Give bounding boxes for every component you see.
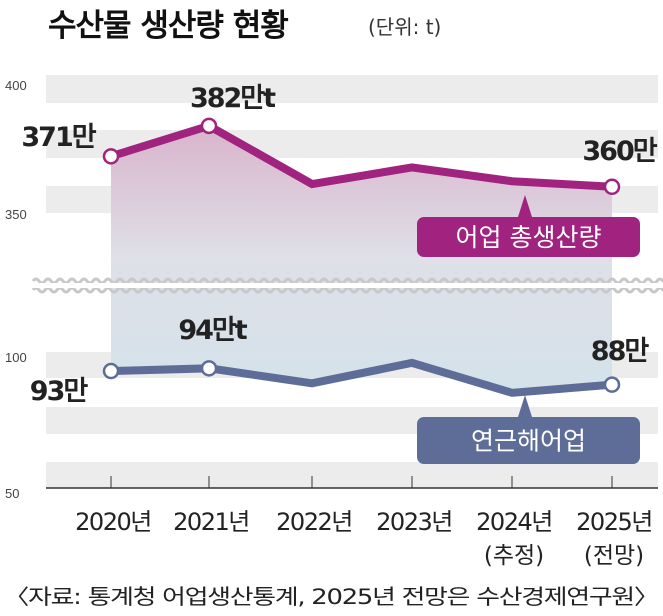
x-tick-label: 2025년 [576,508,652,536]
coastal-fishery-legend-label: 연근해어업 [471,427,586,456]
unit-note: (단위: t) [368,15,441,39]
coastal-fishery-badge [417,417,640,464]
coastal-fishery-point [200,360,218,377]
x-tick-sublabel: (전망) [584,543,644,569]
total-production-point [102,148,120,165]
data-label: 382만t [190,83,276,114]
axis-break-line [31,277,663,285]
data-label: 88만 [591,336,650,367]
total-production-legend-label: 어업 총생산량 [456,223,602,252]
grid-band [46,75,658,103]
x-tick-label: 2024년 [476,508,552,536]
data-label: 93만 [30,376,89,407]
y-tick-label: 50 [5,486,19,501]
total-production-pointer [518,195,532,217]
area-fill [111,125,612,393]
total-production-point [200,117,218,135]
axis-break-gap [33,283,663,288]
coastal-fishery-point [603,376,621,393]
total-production-line [109,121,613,191]
y-tick-label: 400 [5,78,27,93]
grid-band [46,462,658,488]
data-label: 94만t [178,315,247,346]
source-note: 〈자료: 통계청 어업생산통계, 2025년 전망은 수산경제연구원〉 [4,585,659,609]
total-production-badge [417,217,640,257]
x-tick-label: 2023년 [376,508,452,536]
data-label: 360만 [582,136,657,167]
axis-break-line [31,286,663,294]
coastal-fishery-pointer [518,395,532,417]
y-tick-label: 100 [5,350,27,365]
x-tick-label: 2020년 [75,508,151,536]
total-production-point [603,178,621,196]
y-tick-label: 350 [5,207,27,222]
x-tick-label: 2022년 [276,508,352,536]
coastal-fishery-line [110,358,613,397]
chart-title: 수산물 생산량 현황 [48,8,288,44]
x-tick-label: 2021년 [173,508,249,536]
coastal-fishery-point [102,362,120,380]
x-tick-sublabel: (추정) [484,543,544,569]
data-label: 371만 [21,122,96,153]
